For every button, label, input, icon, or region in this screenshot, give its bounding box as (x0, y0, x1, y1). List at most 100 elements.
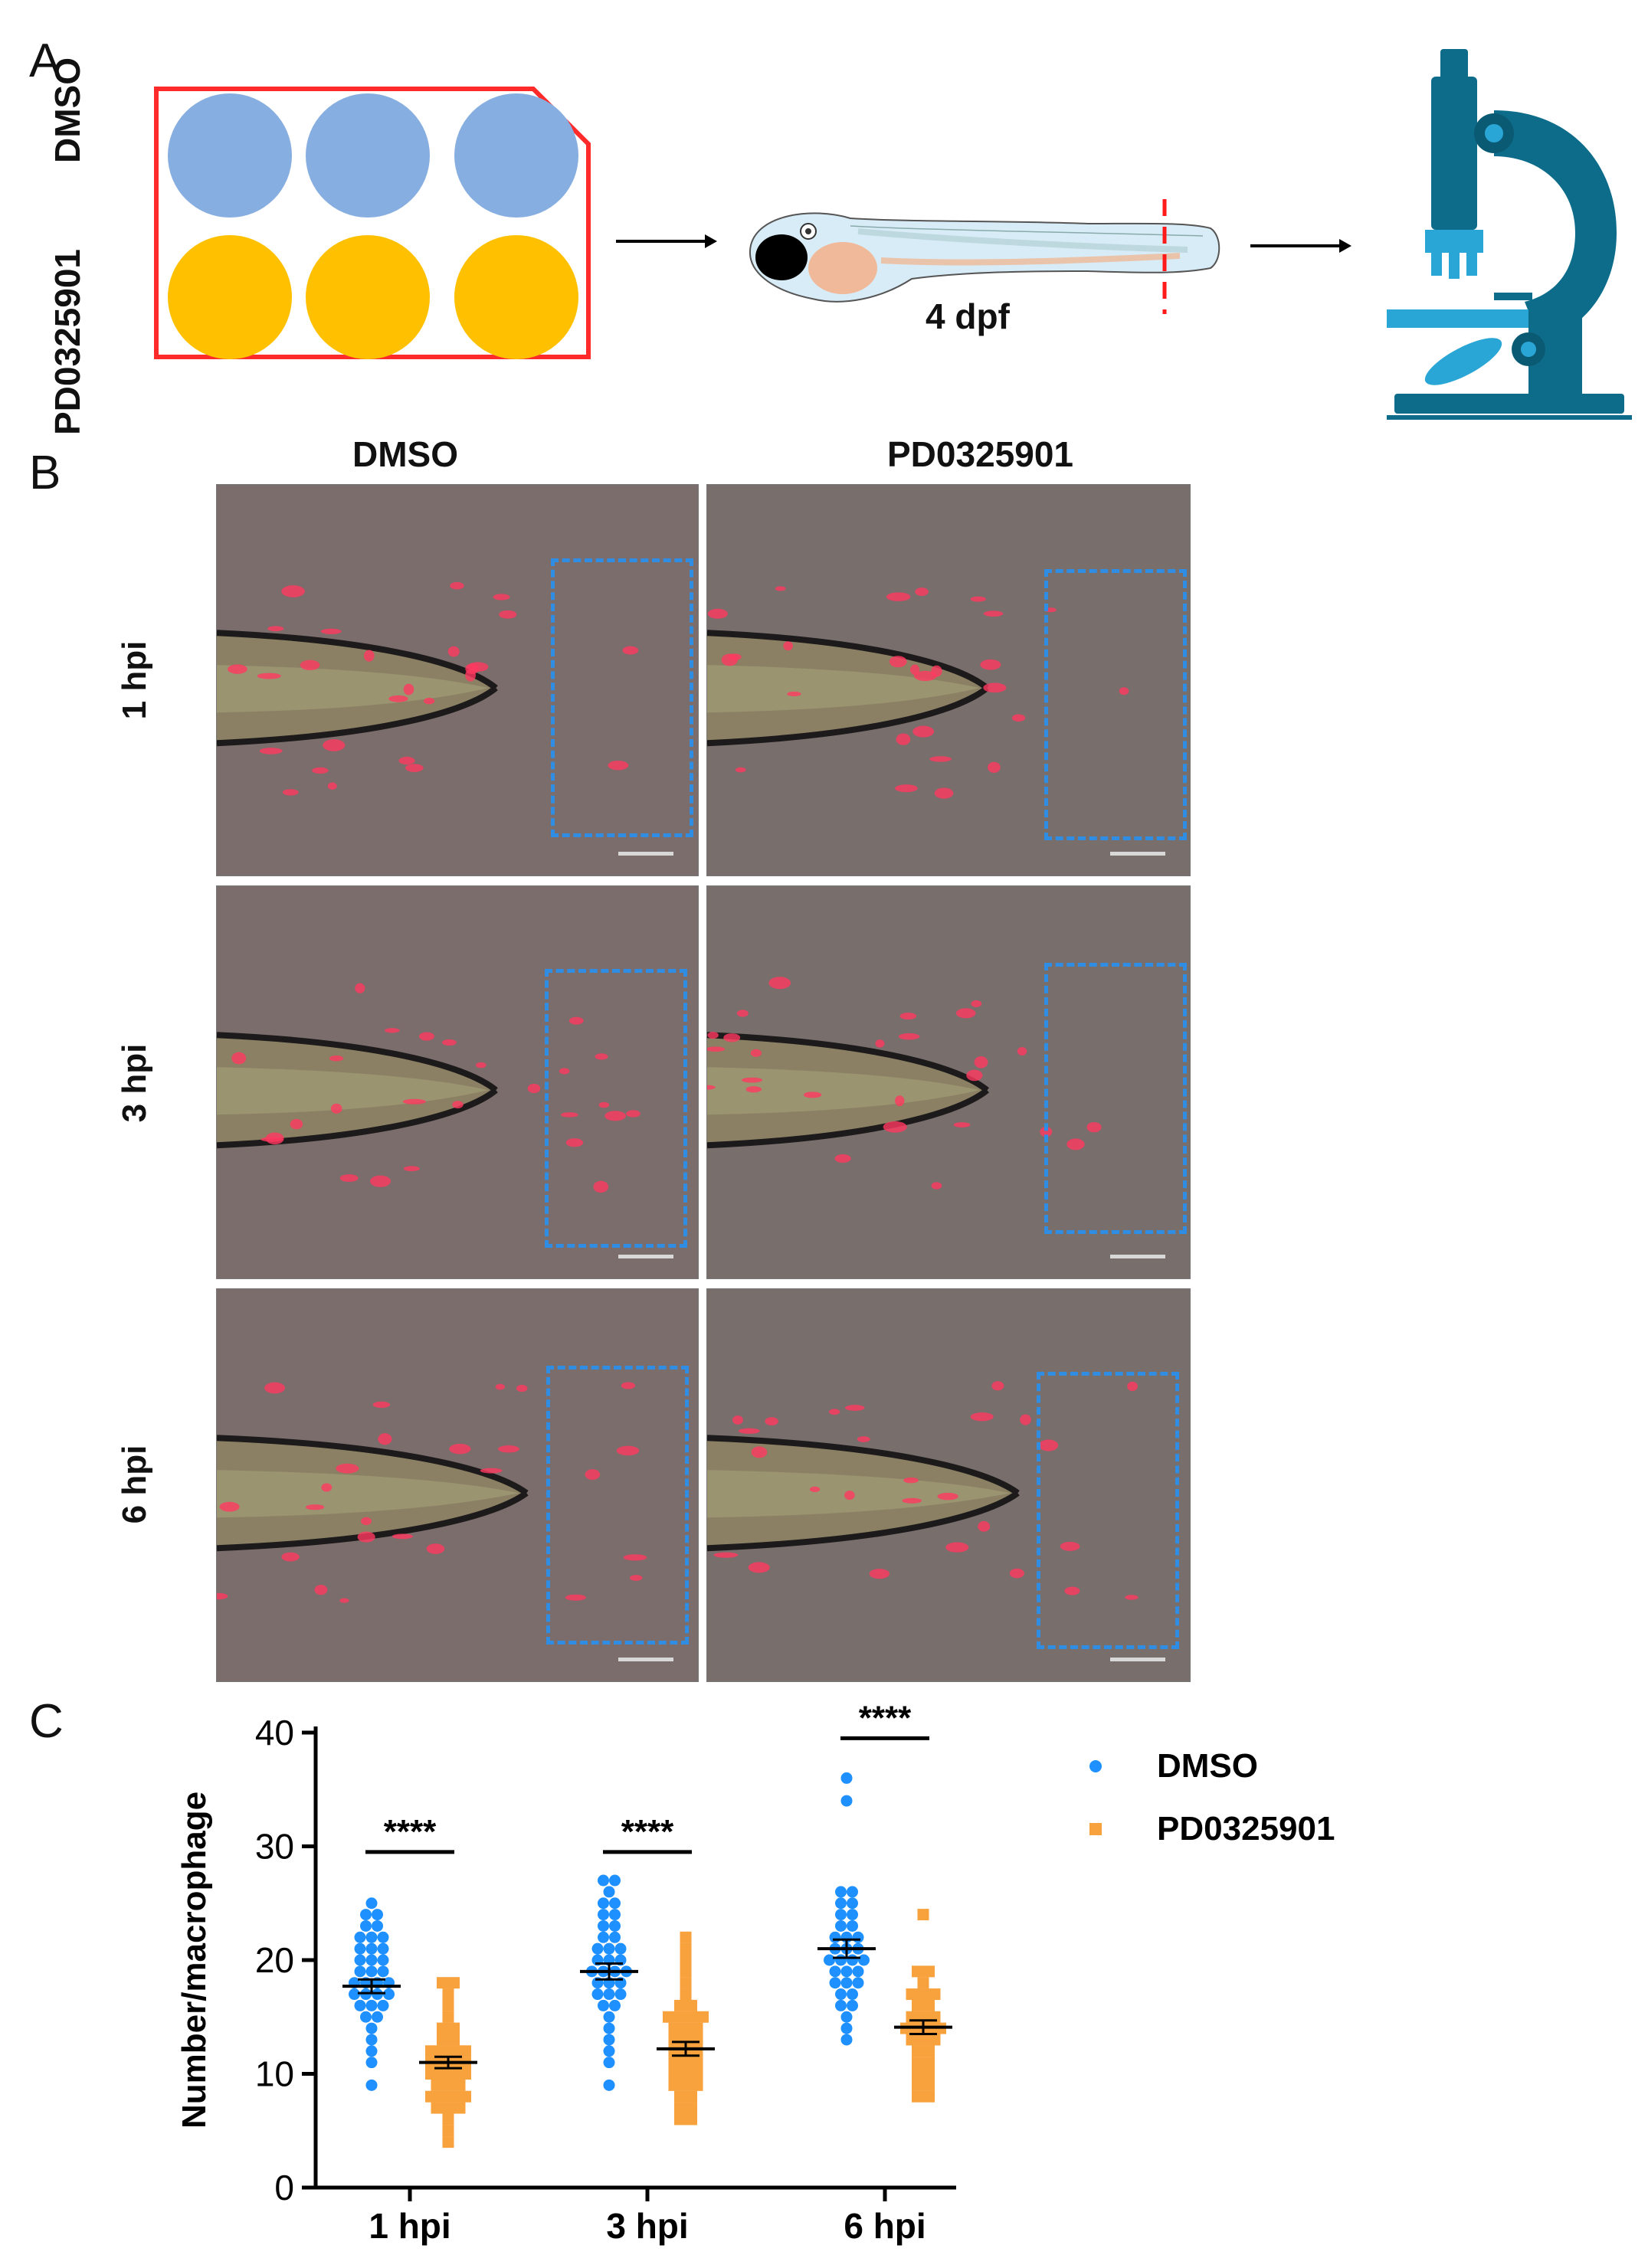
data-point (912, 2045, 923, 2057)
data-point (835, 1897, 847, 1910)
data-point (840, 1977, 853, 1989)
data-point (431, 2079, 443, 2091)
wound-region-box (1044, 569, 1187, 840)
data-point (829, 1977, 841, 1989)
data-point (448, 2034, 460, 2046)
data-point (365, 2034, 378, 2046)
data-point (448, 1977, 460, 1989)
data-point (917, 1909, 929, 1921)
data-point (372, 2011, 383, 2023)
data-point (598, 1874, 609, 1887)
data-point (835, 1909, 847, 1921)
data-point (425, 2090, 437, 2103)
data-point (691, 2022, 703, 2034)
data-point (840, 2034, 853, 2046)
micrograph-tile (216, 484, 699, 876)
column-header-dmso: DMSO (352, 434, 458, 474)
plate-icon (154, 87, 591, 359)
data-point (824, 1954, 835, 1966)
y-tick-label: 10 (255, 2054, 294, 2094)
micrograph-tile (706, 1288, 1191, 1682)
data-point (460, 2068, 471, 2080)
significance-label: **** (621, 1813, 674, 1851)
data-point (680, 1931, 692, 1943)
data-point (437, 2090, 448, 2103)
data-point (674, 2011, 686, 2023)
data-point (365, 1942, 378, 1955)
data-point (609, 1874, 621, 1887)
data-point (442, 2079, 454, 2091)
wound-region-box (551, 558, 693, 837)
data-point (437, 2022, 448, 2034)
data-point (365, 1965, 378, 1978)
data-point (365, 1999, 378, 2011)
data-point (680, 2057, 692, 2069)
data-point (354, 1942, 366, 1955)
data-point (906, 1988, 918, 2001)
row-label-6hpi: 6 hpi (116, 1445, 153, 1524)
panel-b-letter: B (29, 447, 61, 499)
data-point (349, 1988, 360, 2001)
data-point (377, 1954, 389, 1966)
data-point (686, 2113, 697, 2126)
data-point (835, 1954, 847, 1966)
data-point (923, 2090, 935, 2103)
data-point (847, 1988, 858, 2001)
data-point (929, 2034, 941, 2046)
data-point (668, 2057, 680, 2069)
data-point (372, 1919, 383, 1932)
data-point (437, 2034, 448, 2046)
data-point (609, 1909, 621, 1921)
data-point (360, 2011, 372, 2023)
micrograph-tile (706, 885, 1191, 1279)
arrow-right-icon (1250, 239, 1351, 253)
data-point (442, 2113, 454, 2126)
data-point (912, 2079, 923, 2091)
data-point (680, 1942, 692, 1955)
data-point (847, 1999, 858, 2011)
data-point (674, 1999, 686, 2011)
legend-marker (1089, 1760, 1102, 1772)
data-point (454, 2102, 466, 2114)
dmso-well (454, 93, 578, 218)
data-point (680, 2079, 692, 2091)
data-point (591, 1988, 604, 2001)
data-point (912, 2090, 923, 2103)
data-point (668, 2022, 680, 2034)
wound-region-box (1044, 963, 1187, 1234)
y-tick-label: 30 (255, 1827, 294, 1867)
column-header-pd: PD0325901 (887, 434, 1073, 474)
panel-c-letter: C (29, 1695, 64, 1748)
y-tick-label: 20 (255, 1940, 294, 1980)
data-point (829, 1965, 841, 1978)
data-point (603, 1988, 615, 2001)
significance-label: **** (859, 1699, 912, 1736)
scale-bar (1110, 1255, 1165, 1258)
data-point (680, 2022, 692, 2034)
data-point (365, 1931, 378, 1943)
data-point (852, 1931, 864, 1943)
data-point (840, 1795, 853, 1807)
data-point (917, 1988, 929, 2001)
plate-label-pd: PD0325901 (48, 249, 87, 435)
data-point (917, 1977, 929, 1989)
pd-well (454, 235, 578, 359)
wound-region-box (1037, 1372, 1179, 1649)
data-point (691, 2079, 703, 2091)
data-point (691, 2068, 703, 2080)
data-point (847, 1919, 858, 1932)
data-point (917, 2034, 929, 2046)
data-point (442, 2125, 454, 2137)
data-point (603, 2011, 615, 2023)
data-point (680, 1988, 692, 2001)
data-point (912, 2057, 923, 2069)
data-point (365, 1897, 378, 1910)
data-point (923, 1999, 935, 2011)
data-point (598, 1931, 609, 1943)
data-point (442, 1999, 454, 2011)
y-tick-label: 40 (255, 1713, 294, 1753)
data-point (929, 1988, 941, 2001)
scale-bar (618, 1658, 673, 1661)
data-point (437, 2045, 448, 2057)
plate-label-dmso: DMSO (48, 57, 87, 163)
